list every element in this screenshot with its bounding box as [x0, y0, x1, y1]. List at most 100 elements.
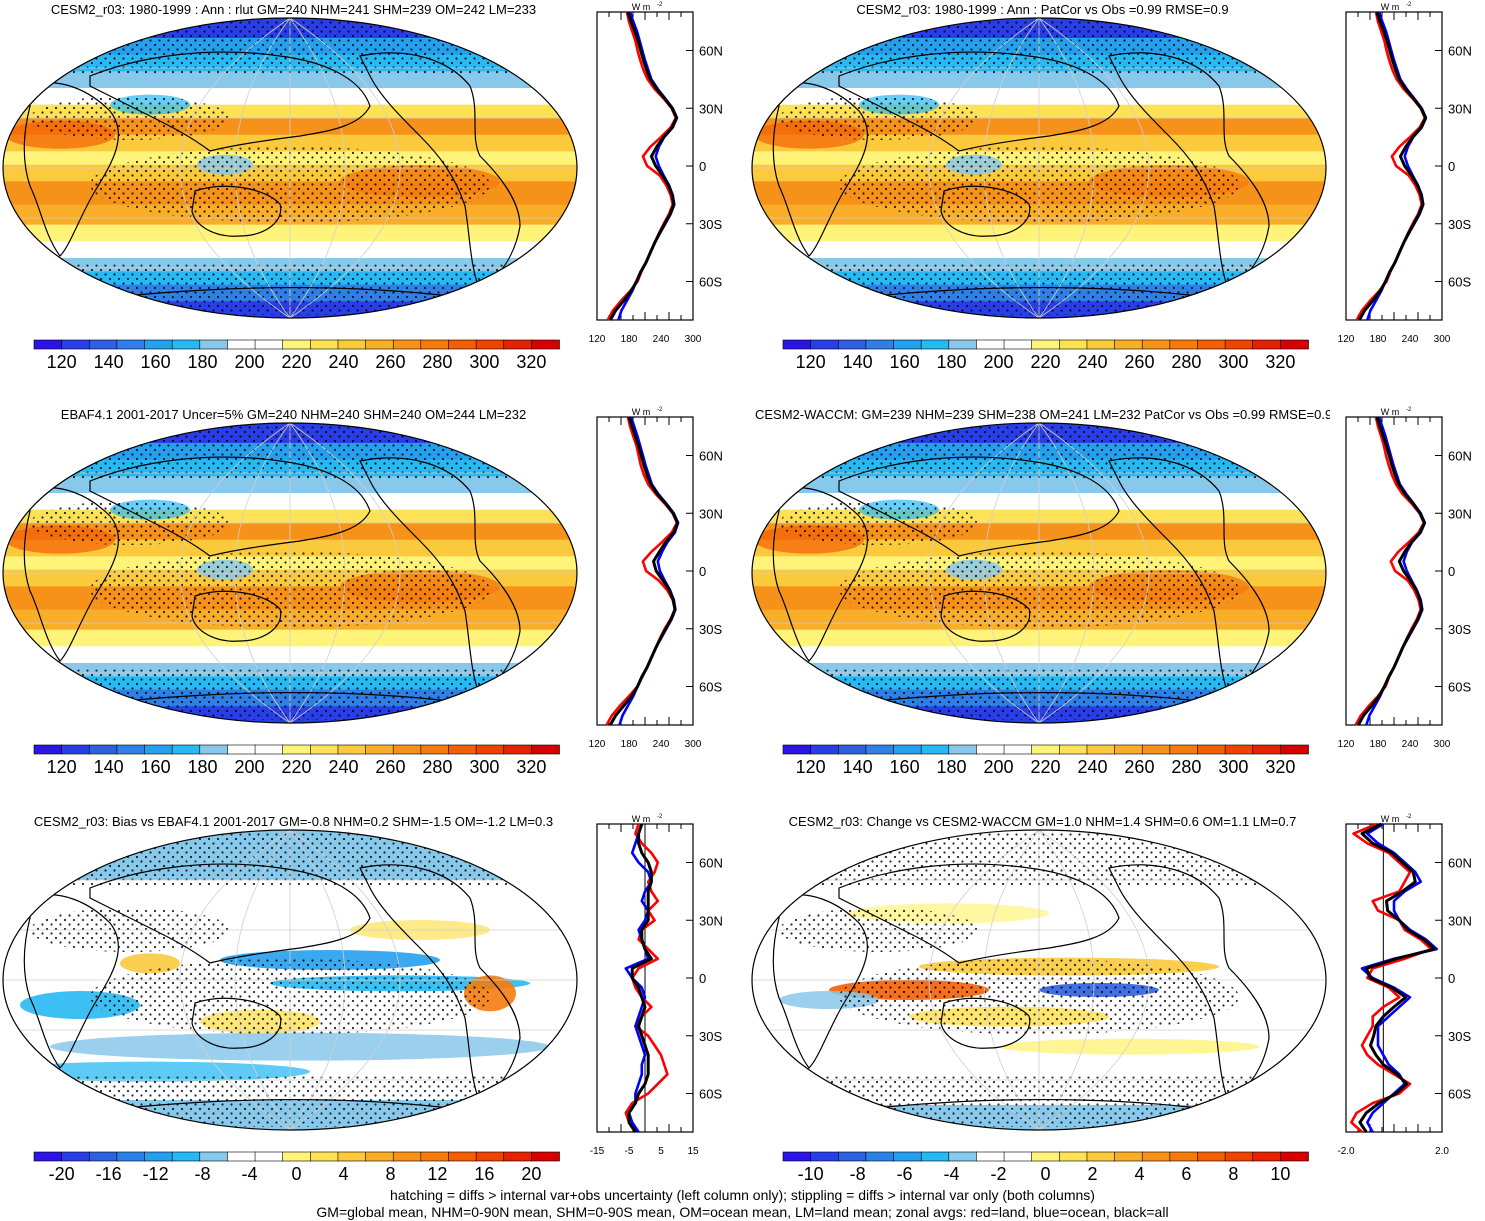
latitude-tick-label: 0: [1448, 564, 1455, 579]
world-map: [0, 421, 580, 726]
zonal-units-label: W m: [1381, 407, 1400, 417]
colorbar-swatch: [420, 339, 450, 350]
colorbar-tick-label: 120: [796, 757, 826, 775]
zonal-average-plot: 60N 30N 0 30S 60S W m -2 -2.0 2.0: [1334, 812, 1484, 1167]
colorbar-tick-label: 220: [281, 352, 311, 370]
latitude-tick-label: 30N: [699, 506, 723, 521]
zonal-x-tick-label: 180: [1370, 739, 1387, 750]
zonal-x-tick-label: -5: [625, 1146, 634, 1157]
colorbar-swatch: [33, 744, 63, 755]
colorbar-swatch: [948, 339, 978, 350]
colorbar-tick-label: 260: [375, 352, 405, 370]
colorbar-swatch: [337, 744, 367, 755]
colorbar-tick-label: 220: [281, 757, 311, 775]
colorbar-tick-label: 220: [1030, 757, 1060, 775]
zonal-units-label: W m: [632, 814, 651, 824]
zonal-land-line: [1354, 416, 1426, 726]
latitude-tick-label: 0: [699, 564, 706, 579]
colorbar-tick-label: 160: [141, 757, 171, 775]
colorbar-tick-label: 240: [328, 352, 358, 370]
colorbar-tick-label: 160: [141, 352, 171, 370]
colorbar-tick-label: 120: [47, 352, 77, 370]
panel-mid-left: EBAF4.1 2001-2017 Uncer=5% GM=240 NHM=24…: [0, 405, 742, 810]
latitude-tick-label: 60S: [1448, 680, 1471, 695]
colorbar-swatch: [199, 339, 229, 350]
zonal-x-tick-label: 15: [687, 1146, 699, 1157]
latitude-tick-label: 0: [1448, 159, 1455, 174]
colorbar-tick-label: 140: [843, 757, 873, 775]
colorbar-swatch: [865, 744, 895, 755]
colorbar-swatch: [475, 744, 505, 755]
colorbar-tick-label: 200: [984, 757, 1014, 775]
colorbar-tick-label: -20: [49, 1164, 75, 1182]
zonal-x-tick-label: 2.0: [1435, 1146, 1449, 1157]
colorbar-tick-label: 140: [843, 352, 873, 370]
zonal-all-line: [1357, 11, 1427, 321]
colorbar-swatch: [116, 1151, 146, 1162]
colorbar-swatch: [865, 339, 895, 350]
colorbar-swatch: [254, 744, 284, 755]
colorbar-swatch: [282, 1151, 312, 1162]
colorbar-tick-label: -8: [195, 1164, 211, 1182]
colorbar-tick-label: 300: [469, 352, 499, 370]
colorbar-swatch: [1224, 1151, 1254, 1162]
colorbar-tick-label: 140: [94, 757, 124, 775]
latitude-tick-label: 60S: [1448, 1087, 1471, 1102]
colorbar-swatch: [893, 339, 922, 350]
colorbar-tick-label: 4: [338, 1164, 348, 1182]
latitude-tick-label: 30N: [1448, 913, 1472, 928]
colorbar-tick-label: 280: [1171, 352, 1201, 370]
zonal-average-plot: 60N 30N 0 30S 60S W m -2 120 180 240 300: [585, 405, 735, 760]
figure-footnote: hatching = diffs > internal var+obs unce…: [0, 1187, 1485, 1221]
colorbar-swatch: [1252, 339, 1282, 350]
colorbar-swatch: [448, 744, 477, 755]
footnote-line-2: GM=global mean, NHM=0-90N mean, SHM=0-90…: [316, 1204, 1169, 1220]
zonal-x-tick-label: -15: [590, 1146, 605, 1157]
latitude-tick-label: 60N: [1448, 856, 1472, 871]
latitude-tick-label: 60N: [699, 856, 723, 871]
colorbar-tick-label: -4: [944, 1164, 960, 1182]
zonal-units-exponent: -2: [657, 814, 663, 820]
colorbar-tick-label: 0: [1040, 1164, 1050, 1182]
panel-title: CESM2_r03: 1980-1999 : Ann : PatCor vs O…: [856, 2, 1229, 17]
colorbar-swatch: [1141, 339, 1171, 350]
colorbar-swatch: [88, 744, 118, 755]
colorbar-swatch: [1031, 744, 1061, 755]
colorbar-swatch: [920, 744, 950, 755]
panel-title: EBAF4.1 2001-2017 Uncer=5% GM=240 NHM=24…: [60, 407, 527, 422]
colorbar-tick-label: 200: [235, 352, 265, 370]
colorbar-swatch: [1003, 1151, 1033, 1162]
zonal-units-label: W m: [632, 2, 651, 12]
colorbar-tick-label: 160: [890, 352, 920, 370]
latitude-tick-label: 0: [1448, 971, 1455, 986]
colorbar-swatch: [61, 339, 91, 350]
colorbar-swatch: [116, 744, 146, 755]
zonal-units-exponent: -2: [657, 407, 663, 413]
zonal-units-label: W m: [1381, 814, 1400, 824]
colorbar-swatch: [1114, 339, 1144, 350]
world-map: [0, 16, 580, 321]
latitude-tick-label: 60N: [699, 449, 723, 464]
colorbar-swatch: [365, 744, 395, 755]
colorbar-swatch: [837, 339, 867, 350]
latitude-tick-label: 60S: [699, 680, 722, 695]
colorbar-tick-label: 160: [890, 757, 920, 775]
colorbar-tick-label: 300: [469, 757, 499, 775]
colorbar-swatch: [1280, 744, 1309, 755]
colorbar-tick-label: 20: [521, 1164, 541, 1182]
colorbar-tick-label: 120: [796, 352, 826, 370]
zonal-units-label: W m: [1381, 2, 1400, 12]
colorbar-tick-label: 320: [1265, 757, 1295, 775]
colorbar-swatch: [1224, 744, 1254, 755]
colorbar-tick-label: 180: [937, 352, 967, 370]
colorbar-swatch: [420, 744, 450, 755]
colorbar-swatch: [531, 1151, 560, 1162]
colorbar-swatch: [199, 1151, 229, 1162]
colorbar-tick-label: -10: [798, 1164, 824, 1182]
colorbar-swatch: [144, 744, 173, 755]
world-map: [0, 828, 580, 1133]
zonal-average-plot: 60N 30N 0 30S 60S W m -2 -15 -5 5 15: [585, 812, 735, 1167]
zonal-x-tick-label: 180: [621, 739, 638, 750]
colorbar-tick-label: 4: [1134, 1164, 1144, 1182]
colorbar-swatch: [1252, 744, 1282, 755]
